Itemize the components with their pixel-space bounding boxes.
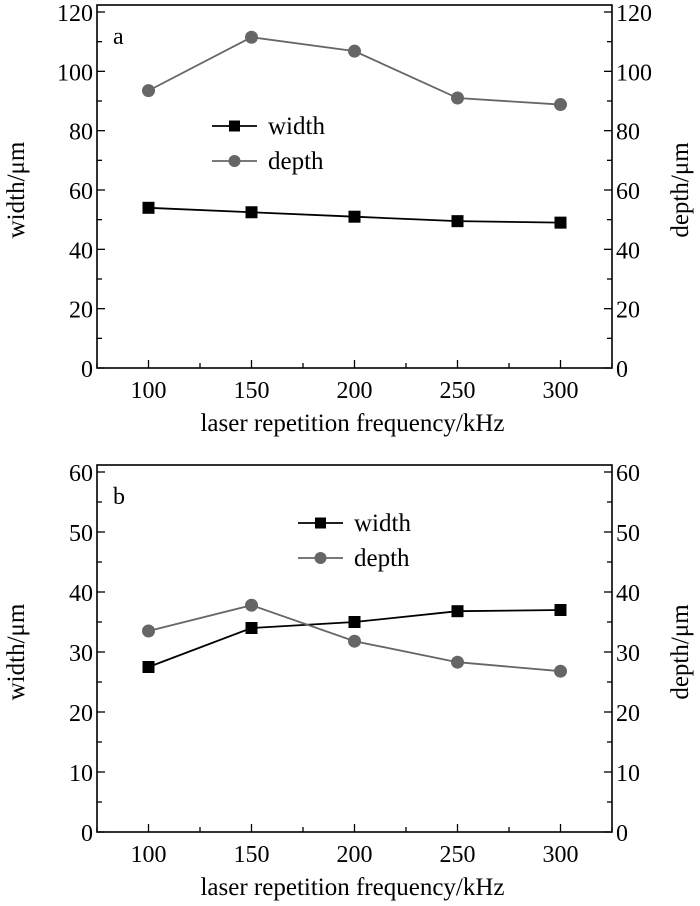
x-tick-label: 200 xyxy=(337,378,373,404)
legend-marker-circle xyxy=(314,552,327,564)
x-axis-label: laser repetition frequency/kHz xyxy=(200,410,504,437)
legend-item-width: width xyxy=(212,113,325,140)
y-tick-label: 10 xyxy=(69,761,93,787)
data-point-square xyxy=(245,622,258,634)
y-right-tick-label: 40 xyxy=(616,238,640,264)
x-tick-label: 250 xyxy=(440,842,476,868)
x-tick-label: 300 xyxy=(543,842,579,868)
legend-marker-square xyxy=(315,517,326,529)
data-point-square xyxy=(554,604,567,616)
y-tick-label: 0 xyxy=(81,357,93,383)
legend-item-depth: depth xyxy=(298,545,410,572)
data-point-square xyxy=(451,605,464,618)
panel-b: 100 150 200 250 300 0 0 10 10 20 20 30 30 40 40 50 50 60 6… xyxy=(3,461,694,901)
y-tick-label: 80 xyxy=(69,120,93,146)
data-point-circle xyxy=(554,98,567,112)
y-tick-label: 20 xyxy=(69,701,93,727)
series-depth xyxy=(142,598,567,678)
x-tick-label: 200 xyxy=(337,842,373,868)
y-tick-label: 40 xyxy=(69,238,93,264)
data-point-circle xyxy=(348,634,361,648)
y-right-axis-label: depth/μm xyxy=(667,142,694,238)
x-tick-label: 100 xyxy=(131,378,167,404)
y-tick-label: 40 xyxy=(69,581,93,607)
y-right-tick-label: 100 xyxy=(616,60,652,86)
y-right-tick-label: 60 xyxy=(616,179,640,205)
data-point-square xyxy=(451,215,464,228)
plot-frame xyxy=(96,4,613,369)
legend-marker-circle xyxy=(228,155,241,167)
y-tick-label: 0 xyxy=(81,821,93,847)
legend-item-depth: depth xyxy=(212,148,324,175)
y-tick-label: 50 xyxy=(69,521,93,547)
legend-label: depth xyxy=(354,545,410,572)
y-right-tick-label: 30 xyxy=(616,641,640,667)
data-point-square xyxy=(142,201,155,214)
x-tick-label: 150 xyxy=(234,378,270,404)
y-tick-label: 20 xyxy=(69,298,93,324)
x-tick-label: 300 xyxy=(543,378,579,404)
legend-label: depth xyxy=(268,148,324,175)
panel-label: a xyxy=(113,24,124,50)
y-right-axis-label: depth/μm xyxy=(667,604,694,700)
data-point-circle xyxy=(245,30,258,44)
y-tick-label: 60 xyxy=(69,461,93,487)
y-right-tick-label: 50 xyxy=(616,521,640,547)
data-point-square xyxy=(554,216,567,229)
data-point-circle xyxy=(142,84,155,98)
y-right-tick-label: 40 xyxy=(616,581,640,607)
y-right-tick-label: 10 xyxy=(616,761,640,787)
data-point-square xyxy=(348,616,361,628)
y-right-tick-label: 60 xyxy=(616,461,640,487)
y-right-tick-label: 0 xyxy=(616,357,628,383)
y-right-tick-label: 80 xyxy=(616,120,640,146)
data-point-circle xyxy=(451,91,464,105)
y-right-tick-label: 0 xyxy=(616,821,628,847)
y-tick-label: 120 xyxy=(57,1,93,27)
x-tick-label: 250 xyxy=(440,378,476,404)
y-tick-label: 100 xyxy=(57,60,93,86)
x-tick-label: 100 xyxy=(131,842,167,868)
legend-label: width xyxy=(268,113,325,140)
data-point-square xyxy=(142,661,155,673)
x-tick-label: 150 xyxy=(234,842,270,868)
y-right-tick-label: 20 xyxy=(616,701,640,727)
data-point-circle xyxy=(451,655,464,669)
panel-label: b xyxy=(113,484,125,510)
series-width xyxy=(142,201,567,229)
panel-a: 100 150 200 250 300 0 0 20 20 40 40 60 60 80 80 100 100 1… xyxy=(3,1,694,437)
y-axis-label: width/μm xyxy=(3,141,30,238)
y-tick-label: 30 xyxy=(69,641,93,667)
data-point-circle xyxy=(348,44,361,58)
data-point-square xyxy=(348,210,361,223)
data-point-square xyxy=(245,206,258,219)
y-right-tick-label: 20 xyxy=(616,298,640,324)
data-point-circle xyxy=(554,664,567,678)
y-right-tick-label: 120 xyxy=(616,1,652,27)
legend-label: width xyxy=(354,510,411,537)
data-point-circle xyxy=(245,598,258,612)
y-axis-label: width/μm xyxy=(3,603,30,700)
y-tick-label: 60 xyxy=(69,179,93,205)
legend-item-width: width xyxy=(298,510,411,537)
legend-marker-square xyxy=(229,120,240,132)
series-depth xyxy=(142,30,567,112)
series-width xyxy=(142,604,567,673)
data-point-circle xyxy=(142,624,155,638)
x-axis-label: laser repetition frequency/kHz xyxy=(200,874,504,901)
